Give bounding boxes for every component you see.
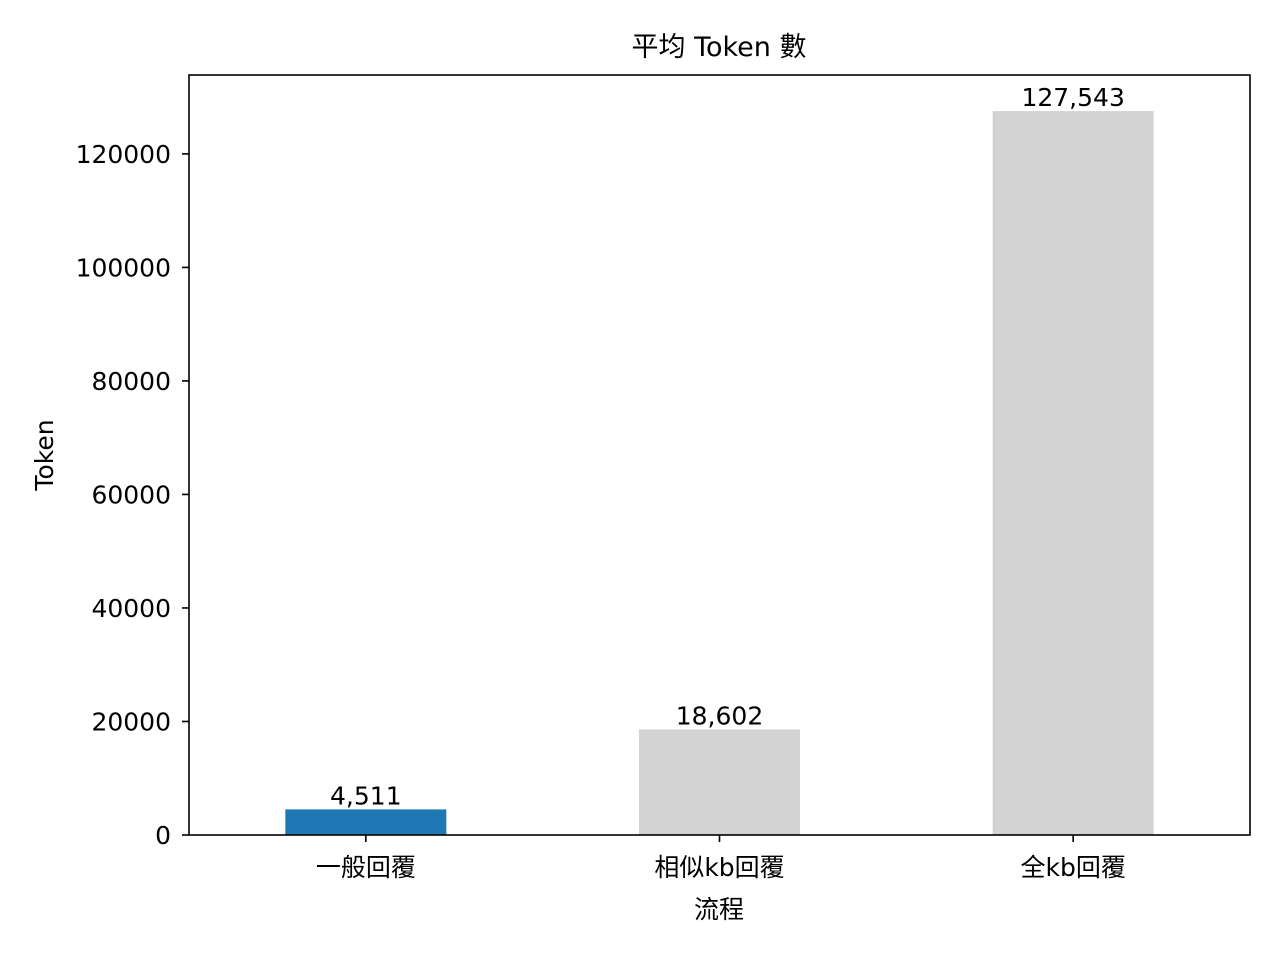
x-tick-label-2: 全kb回覆 xyxy=(1020,853,1125,882)
x-axis: 一般回覆 相似kb回覆 全kb回覆 xyxy=(316,835,1126,882)
x-tick-label-0: 一般回覆 xyxy=(316,853,416,882)
bar-value-label-0: 4,511 xyxy=(330,781,402,810)
bars-layer xyxy=(285,111,1154,836)
y-tick-label-5: 100000 xyxy=(76,253,171,282)
bar-value-label-1: 18,602 xyxy=(676,701,763,730)
chart-title: 平均 Token 數 xyxy=(632,32,807,63)
bar-0 xyxy=(285,809,447,835)
plot-frame xyxy=(188,74,1251,836)
y-axis-title: Token xyxy=(30,419,59,491)
bar-2 xyxy=(992,111,1154,836)
y-tick-label-2: 40000 xyxy=(91,594,171,623)
x-axis-title: 流程 xyxy=(694,895,744,924)
x-tick-label-1: 相似kb回覆 xyxy=(654,853,784,882)
y-tick-label-0: 0 xyxy=(155,821,171,850)
value-labels-layer: 4,511 18,602 127,543 xyxy=(330,83,1125,810)
y-tick-label-6: 120000 xyxy=(76,140,171,169)
bar-value-label-2: 127,543 xyxy=(1021,83,1124,112)
y-axis: 0 20000 40000 60000 80000 100000 120000 xyxy=(76,140,189,850)
y-tick-label-3: 60000 xyxy=(91,480,171,509)
bar-1 xyxy=(639,729,800,835)
y-tick-label-1: 20000 xyxy=(91,707,171,736)
y-tick-label-4: 80000 xyxy=(91,367,171,396)
